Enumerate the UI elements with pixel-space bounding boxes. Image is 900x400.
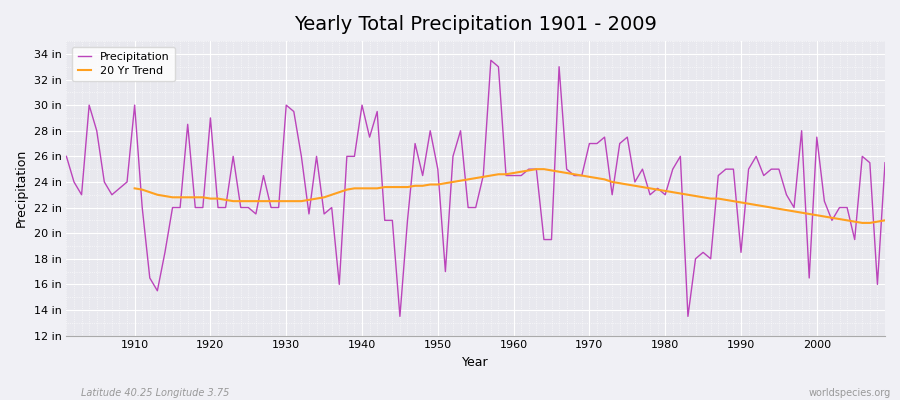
Precipitation — [288, 109, 299, 114]
20 Yr Trend — [130, 186, 140, 191]
20 Yr Trend — [303, 198, 314, 202]
20 Yr Trend — [584, 174, 595, 179]
Precipitation — [524, 167, 535, 172]
Text: worldspecies.org: worldspecies.org — [809, 388, 891, 398]
Precipitation — [394, 314, 405, 319]
20 Yr Trend — [879, 218, 890, 223]
X-axis label: Year: Year — [463, 356, 489, 369]
20 Yr Trend — [531, 167, 542, 172]
Title: Yearly Total Precipitation 1901 - 2009: Yearly Total Precipitation 1901 - 2009 — [294, 15, 657, 34]
Precipitation — [485, 58, 496, 63]
20 Yr Trend — [850, 219, 860, 224]
Precipitation — [122, 180, 132, 184]
Precipitation — [615, 141, 626, 146]
Precipitation — [334, 282, 345, 287]
20 Yr Trend — [516, 169, 526, 174]
20 Yr Trend — [826, 215, 837, 220]
20 Yr Trend — [857, 220, 868, 225]
Y-axis label: Precipitation: Precipitation — [15, 149, 28, 228]
Line: Precipitation: Precipitation — [67, 60, 885, 316]
Line: 20 Yr Trend: 20 Yr Trend — [135, 169, 885, 223]
Text: Latitude 40.25 Longitude 3.75: Latitude 40.25 Longitude 3.75 — [81, 388, 230, 398]
Precipitation — [516, 173, 526, 178]
20 Yr Trend — [274, 199, 284, 204]
Legend: Precipitation, 20 Yr Trend: Precipitation, 20 Yr Trend — [72, 47, 176, 81]
Precipitation — [879, 160, 890, 165]
Precipitation — [61, 154, 72, 159]
